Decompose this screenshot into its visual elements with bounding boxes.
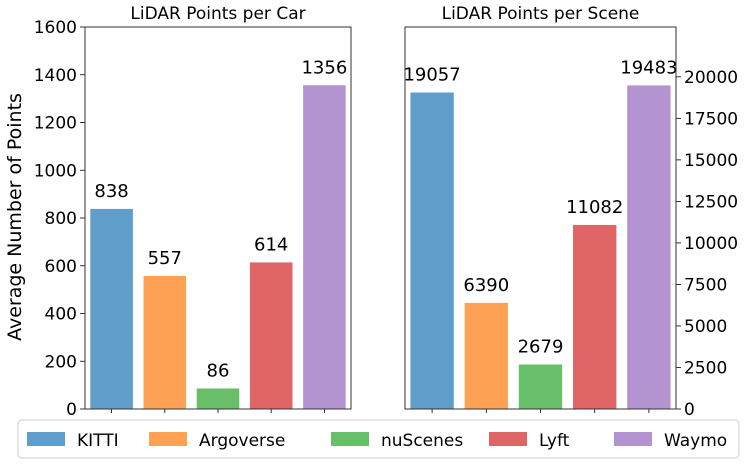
bar-argoverse (143, 276, 187, 409)
legend-label: Lyft (539, 431, 570, 451)
value-label-nuscenes: 2679 (518, 337, 564, 358)
legend-swatch (27, 432, 65, 446)
value-label-waymo: 19483 (620, 57, 677, 78)
value-label-lyft: 614 (254, 234, 288, 255)
axes-frame (404, 26, 677, 410)
bar-waymo (627, 85, 671, 409)
legend-swatch (331, 432, 369, 446)
bar-argoverse (464, 302, 508, 409)
legend-swatch (149, 432, 187, 446)
y-tick-label: 2500 (684, 358, 727, 378)
y-tick-label: 0 (66, 400, 77, 420)
bar-nuscenes (196, 388, 240, 409)
bar-waymo (303, 85, 346, 409)
y-tick-label: 12500 (684, 192, 738, 212)
value-label-kitti: 838 (94, 181, 128, 202)
value-label-kitti: 19057 (403, 64, 460, 85)
bar-nuscenes (518, 364, 563, 409)
legend-swatch (489, 432, 527, 446)
y-tick-label: 1200 (34, 114, 77, 134)
legend: KITTI Argoverse nuScenes Lyft Waymo (17, 419, 740, 459)
legend-item-kitti: KITTI (27, 431, 119, 451)
value-label-nuscenes: 86 (207, 360, 230, 381)
bar-lyft (573, 224, 617, 409)
y-tick-label: 5000 (684, 317, 727, 337)
legend-item-lyft: Lyft (489, 431, 570, 451)
bar-kitti (410, 92, 454, 409)
y-tick-label: 17500 (684, 109, 738, 129)
chart-points-per-scene: LiDAR Points per Scene 19057 6390 2679 11082… (403, 4, 738, 420)
legend-item-waymo: Waymo (614, 431, 727, 451)
legend-label: nuScenes (381, 431, 463, 451)
chart-title: LiDAR Points per Car (130, 4, 305, 24)
chart-title: LiDAR Points per Scene (442, 4, 640, 24)
y-tick-label: 1600 (34, 18, 77, 38)
legend-label: Waymo (664, 431, 727, 451)
value-label-argoverse: 6390 (463, 275, 509, 296)
value-label-argoverse: 557 (148, 248, 182, 269)
y-tick-label: 1400 (34, 66, 77, 86)
bar-lyft (249, 262, 293, 409)
legend-item-nuscenes: nuScenes (331, 431, 463, 451)
y-tick-label: 800 (45, 209, 77, 229)
y-tick-label: 600 (45, 257, 77, 277)
value-label-lyft: 11082 (566, 197, 623, 218)
axes-frame (84, 26, 352, 410)
y-tick-label: 7500 (684, 275, 727, 295)
value-label-waymo: 1356 (301, 57, 347, 78)
y-tick-label: 200 (45, 352, 77, 372)
legend-label: KITTI (77, 431, 119, 451)
chart-points-per-car: LiDAR Points per Car 838 557 86 614 1356 0 200 4… (34, 4, 352, 420)
bar-kitti (90, 208, 133, 409)
y-tick-label: 0 (684, 400, 695, 420)
legend-label: Argoverse (199, 431, 285, 451)
legend-swatch (614, 432, 652, 446)
y-tick-label: 10000 (684, 234, 738, 254)
y-tick-label: 20000 (684, 68, 738, 88)
y-axis-label: Average Number of Points (4, 93, 26, 341)
legend-item-argoverse: Argoverse (149, 431, 285, 451)
y-tick-label: 400 (45, 305, 77, 325)
legend-frame (17, 419, 740, 459)
y-tick-label: 15000 (684, 151, 738, 171)
y-tick-label: 1000 (34, 161, 77, 181)
